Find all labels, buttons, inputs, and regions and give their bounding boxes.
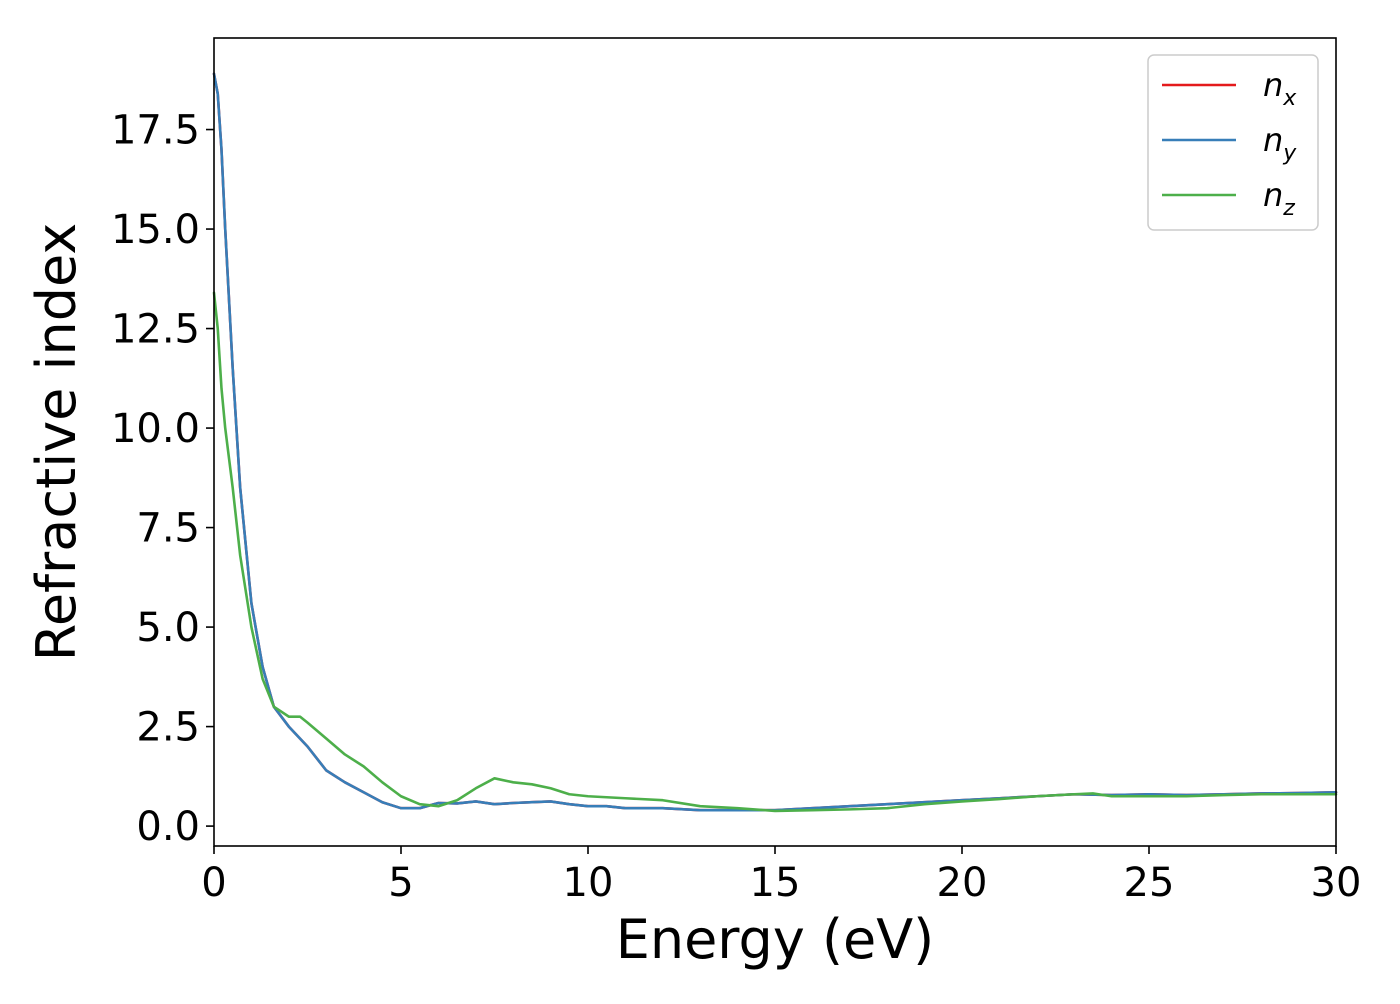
y-tick-label: 5.0 xyxy=(136,605,200,651)
x-tick-label: 10 xyxy=(563,860,614,906)
legend-subscript-x: x xyxy=(1282,86,1297,111)
x-tick-label: 5 xyxy=(388,860,413,906)
y-tick-label: 17.5 xyxy=(111,108,200,154)
x-tick-label: 15 xyxy=(750,860,801,906)
y-tick-label: 10.0 xyxy=(111,406,200,452)
x-axis-ticks: 0 5 10 15 20 25 30 xyxy=(201,846,1361,906)
y-tick-label: 2.5 xyxy=(136,705,200,751)
x-tick-label: 30 xyxy=(1311,860,1362,906)
legend-label-y: ny xyxy=(1263,121,1297,166)
x-tick-label: 20 xyxy=(937,860,988,906)
x-axis-label: Energy (eV) xyxy=(616,908,935,971)
y-tick-label: 7.5 xyxy=(136,506,200,552)
series-layer xyxy=(212,72,1338,813)
x-tick-label: 25 xyxy=(1124,860,1175,906)
legend-subscript-z: z xyxy=(1282,196,1295,221)
y-axis-ticks: 0.0 2.5 5.0 7.5 10.0 12.5 15.0 17.5 xyxy=(111,108,214,850)
y-tick-label: 15.0 xyxy=(111,207,200,253)
x-tick-label: 0 xyxy=(201,860,226,906)
y-axis-label: Refractive index xyxy=(25,223,88,662)
y-tick-label: 0.0 xyxy=(136,804,200,850)
y-tick-label: 12.5 xyxy=(111,307,200,353)
plot-frame xyxy=(213,37,1337,847)
legend-box xyxy=(1147,54,1319,231)
legend-subscript-y: y xyxy=(1282,141,1297,166)
series-line-z xyxy=(212,291,1338,813)
